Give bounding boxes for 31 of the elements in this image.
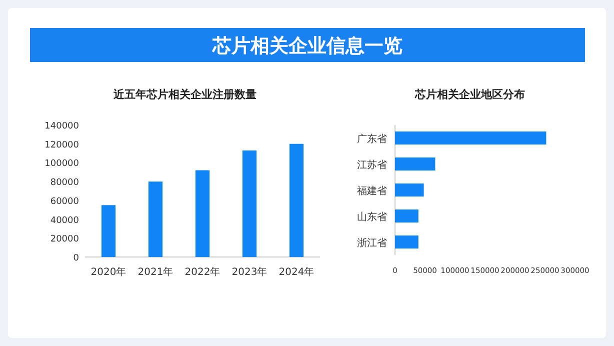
y-tick-label: 40000 <box>50 216 80 226</box>
x-tick-label: 2021年 <box>138 266 174 278</box>
y-tick-label: 20000 <box>50 234 80 245</box>
bar <box>395 184 424 196</box>
y-tick-label: 山东省 <box>357 211 387 223</box>
y-tick-label: 广东省 <box>357 133 387 145</box>
bar <box>395 210 418 222</box>
y-tick-label: 60000 <box>50 196 80 207</box>
y-tick-label: 福建省 <box>357 185 387 197</box>
y-tick-label: 80000 <box>50 178 80 188</box>
y-tick-label: 100000 <box>44 159 80 170</box>
bar <box>395 158 436 170</box>
y-tick-label: 江苏省 <box>357 159 387 171</box>
x-tick-label: 2020年 <box>90 266 126 278</box>
bar <box>101 205 116 257</box>
x-tick-label: 2024年 <box>278 266 314 278</box>
bar <box>242 150 257 257</box>
x-tick-label: 2022年 <box>184 266 220 278</box>
bar <box>395 132 546 144</box>
bar <box>148 182 163 257</box>
bar <box>289 144 304 257</box>
y-tick-label: 140000 <box>44 122 80 132</box>
text: 芯片相关企业信息一览 <box>212 35 402 57</box>
y-tick-label: 0 <box>73 254 80 264</box>
chart-title: 芯片相关企业地区分布 <box>414 88 525 101</box>
chart-title: 近五年芯片相关企业注册数量 <box>112 88 256 101</box>
x-tick-label: 2023年 <box>232 266 268 278</box>
bar <box>195 170 210 257</box>
y-tick-label: 浙江省 <box>357 237 387 249</box>
bar <box>395 236 418 248</box>
y-tick-label: 120000 <box>44 140 80 150</box>
